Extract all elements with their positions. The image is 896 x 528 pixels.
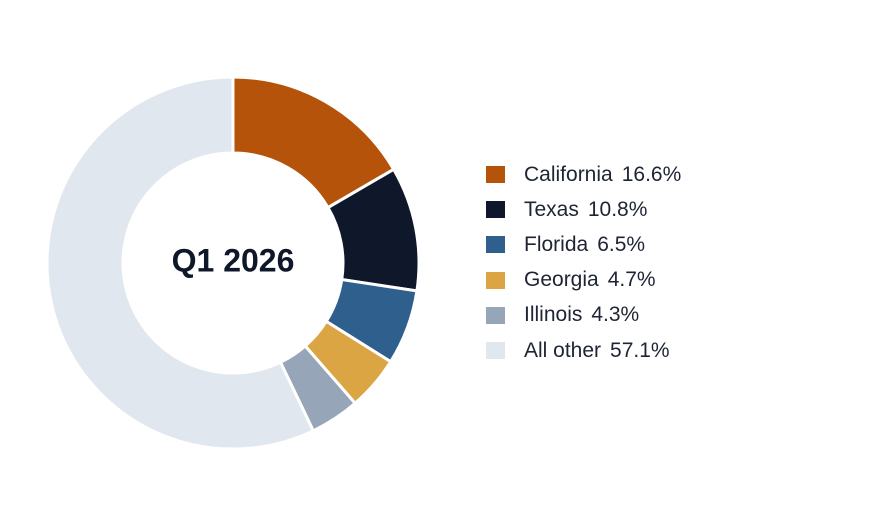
legend-swatch: [486, 166, 505, 184]
legend-value: 4.3%: [591, 303, 640, 327]
legend-label: All other: [524, 338, 602, 362]
legend-label: Georgia: [524, 268, 599, 292]
legend-label: Florida: [524, 232, 589, 256]
center-label: Q1 2026: [172, 242, 295, 278]
legend-label: Texas: [524, 197, 579, 221]
legend-item-all-other: All other 57.1%: [486, 333, 681, 368]
legend-item-florida: Florida 6.5%: [486, 227, 681, 262]
legend-value: 57.1%: [610, 338, 670, 362]
slice-all-other: [45, 75, 316, 451]
legend-item-georgia: Georgia 4.7%: [486, 263, 681, 298]
legend-value: 16.6%: [621, 162, 682, 186]
legend-swatch: [486, 201, 505, 219]
donut-slices: [45, 75, 421, 451]
legend-value: 6.5%: [597, 232, 646, 256]
legend-swatch: [486, 236, 505, 254]
legend-swatch: [486, 271, 505, 289]
legend-swatch: [486, 306, 505, 324]
legend-label: Illinois: [524, 303, 583, 327]
legend-value: 10.8%: [587, 197, 648, 221]
legend-item-illinois: Illinois 4.3%: [486, 298, 681, 333]
legend-value: 4.7%: [607, 268, 656, 292]
legend-label: California: [524, 162, 613, 186]
legend: California 16.6% Texas 10.8% Florida 6.5% Geor…: [486, 157, 681, 368]
legend-item-california: California 16.6%: [486, 157, 681, 192]
legend-item-texas: Texas 10.8%: [486, 192, 681, 227]
legend-swatch: [486, 342, 505, 360]
